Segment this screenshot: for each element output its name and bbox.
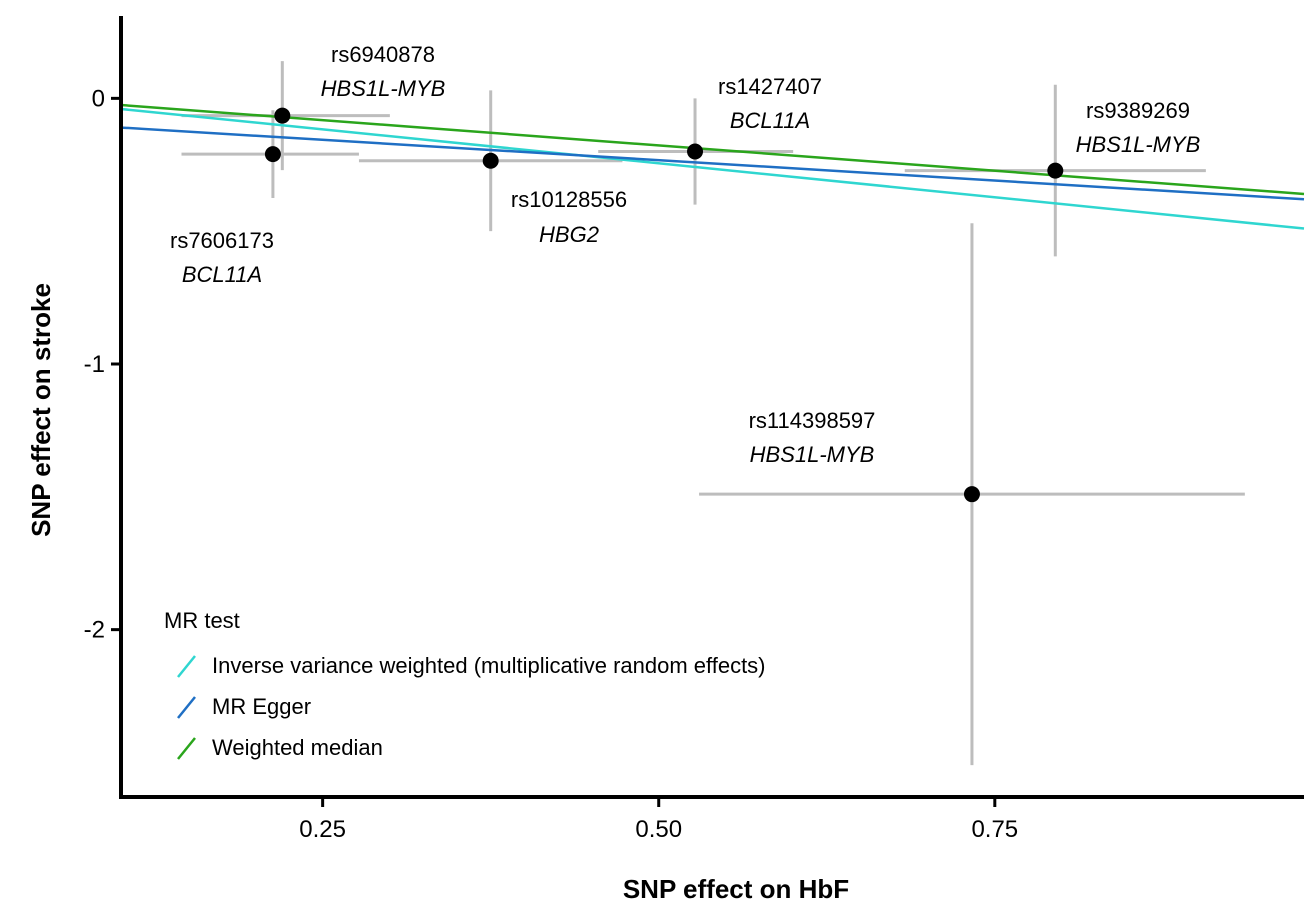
regression-lines [120, 103, 1305, 230]
annotation-snp: rs7606173 [170, 228, 274, 253]
annotation-snp: rs114398597 [749, 408, 876, 433]
annotation-snp: rs1427407 [718, 74, 822, 99]
annotation-gene: BCL11A [730, 108, 810, 133]
point-rs6940878 [274, 107, 291, 124]
x-tick-label: 0.50 [635, 816, 682, 843]
point-rs9389269 [1047, 162, 1064, 179]
legend: MR test Inverse variance weighted (multi… [164, 608, 766, 760]
point-rs10128556 [482, 152, 499, 169]
annotation-rs114398597: rs114398597 HBS1L-MYB [749, 408, 876, 467]
annotation-gene: HBS1L-MYB [1076, 132, 1201, 157]
annotation-rs6940878: rs6940878 HBS1L-MYB [321, 42, 446, 101]
annotation-rs10128556: rs10128556 HBG2 [511, 187, 627, 247]
x-tick-label: 0.25 [299, 816, 346, 843]
annotation-gene: HBS1L-MYB [750, 442, 875, 467]
x-tick-label: 0.75 [971, 816, 1018, 843]
legend-label-weighted-median: Weighted median [212, 735, 383, 760]
point-rs114398597 [963, 486, 980, 503]
annotation-rs1427407: rs1427407 BCL11A [718, 74, 822, 133]
line-weighted-median [120, 103, 1305, 196]
data-points [264, 107, 1064, 503]
legend-label-mr-egger: MR Egger [212, 694, 311, 719]
y-axis-title: SNP effect on stroke [26, 283, 56, 537]
annotation-snp: rs9389269 [1086, 98, 1190, 123]
legend-entry-ivw: Inverse variance weighted (multiplicativ… [177, 653, 766, 678]
y-axis-ticks: 0 -1 -2 [84, 85, 121, 644]
line-ivw [120, 107, 1305, 230]
legend-swatch-weighted-median [177, 737, 196, 760]
x-axis-ticks: 0.25 0.50 0.75 [299, 797, 1018, 843]
annotation-snp: rs6940878 [331, 42, 435, 67]
legend-swatch-ivw [177, 655, 196, 678]
annotation-gene: HBG2 [539, 222, 599, 247]
legend-label-ivw: Inverse variance weighted (multiplicativ… [212, 653, 766, 678]
annotation-rs7606173: rs7606173 BCL11A [170, 228, 274, 287]
point-rs7606173 [264, 146, 281, 163]
annotation-snp: rs10128556 [511, 187, 627, 212]
legend-entry-mr-egger: MR Egger [177, 694, 311, 719]
legend-title: MR test [164, 608, 240, 633]
annotation-rs9389269: rs9389269 HBS1L-MYB [1076, 98, 1201, 157]
x-axis-title: SNP effect on HbF [623, 874, 849, 904]
y-tick-label: -2 [84, 617, 105, 644]
y-tick-label: -1 [84, 351, 105, 378]
y-tick-label: 0 [92, 85, 105, 112]
point-rs1427407 [687, 143, 704, 160]
legend-swatch-mr-egger [177, 696, 196, 719]
legend-entry-weighted-median: Weighted median [177, 735, 383, 760]
annotation-gene: BCL11A [182, 262, 262, 287]
line-mr-egger [120, 126, 1305, 201]
annotation-gene: HBS1L-MYB [321, 76, 446, 101]
